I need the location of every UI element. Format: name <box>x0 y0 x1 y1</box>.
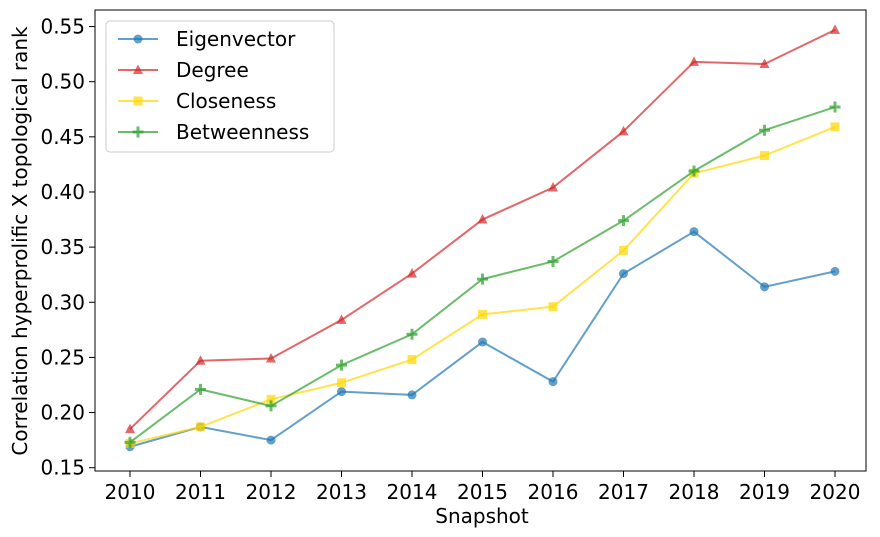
data-point-betweenness <box>195 383 206 395</box>
data-point-betweenness <box>618 215 629 227</box>
data-point-eigenvector <box>760 282 769 292</box>
data-point-closeness <box>407 355 417 365</box>
legend-marker-eigenvector <box>133 34 143 44</box>
series-closeness <box>125 122 840 448</box>
legend: Eigenvector Degree Closeness Betweenness <box>105 20 335 153</box>
y-tick-label: 0.30 <box>40 290 85 314</box>
x-tick-label: 2010 <box>105 480 156 504</box>
data-point-degree <box>689 56 699 66</box>
data-point-degree <box>266 353 276 363</box>
legend-label-degree: Degree <box>176 58 249 82</box>
x-tick-label: 2011 <box>175 480 226 504</box>
data-point-betweenness <box>336 359 347 371</box>
data-point-closeness <box>337 378 346 388</box>
data-point-closeness <box>760 151 769 161</box>
data-point-closeness <box>266 394 276 404</box>
x-tick-label: 2017 <box>598 480 649 504</box>
legend-label-betweenness: Betweenness <box>176 120 309 144</box>
data-point-eigenvector <box>689 227 699 237</box>
data-point-betweenness <box>547 255 559 267</box>
y-tick-label: 0.45 <box>40 125 85 149</box>
data-point-eigenvector <box>337 387 346 397</box>
legend-label-eigenvector: Eigenvector <box>176 27 296 51</box>
data-point-closeness <box>478 309 487 319</box>
x-tick-label: 2013 <box>316 480 367 504</box>
data-point-degree <box>759 58 770 69</box>
data-point-betweenness <box>406 328 418 340</box>
data-point-closeness <box>548 302 558 312</box>
data-point-degree <box>336 314 347 324</box>
x-tick-label: 2015 <box>457 480 508 504</box>
legend-entry-degree: Degree <box>118 58 249 82</box>
data-point-degree <box>125 423 135 434</box>
y-tick-label: 0.20 <box>40 401 85 425</box>
legend-marker-closeness <box>133 96 143 106</box>
data-point-eigenvector <box>548 377 558 387</box>
data-point-betweenness <box>759 124 770 136</box>
data-point-degree <box>477 214 488 224</box>
y-tick-label: 0.40 <box>40 180 85 204</box>
data-point-eigenvector <box>830 266 840 276</box>
data-point-degree <box>195 355 206 365</box>
x-tick-label: 2018 <box>669 480 720 504</box>
x-tick-label: 2019 <box>739 480 790 504</box>
plot-frame <box>94 9 867 472</box>
data-point-eigenvector <box>407 390 417 400</box>
axis-ticks: 2010 2011 2012 2013 2014 2015 2016 2017 2018 2019… <box>40 15 860 504</box>
series-eigenvector <box>125 227 840 452</box>
y-tick-label: 0.55 <box>40 15 85 39</box>
y-tick-label: 0.25 <box>40 345 85 369</box>
y-axis-label: Correlation hyperprolific X topological … <box>8 26 32 456</box>
series-degree <box>125 24 840 434</box>
series-betweenness <box>124 101 841 448</box>
data-point-eigenvector <box>478 337 487 347</box>
y-tick-label: 0.50 <box>40 70 85 94</box>
data-point-closeness <box>196 422 205 432</box>
x-tick-label: 2014 <box>387 480 438 504</box>
legend-entry-eigenvector: Eigenvector <box>118 27 296 51</box>
data-point-degree <box>618 125 629 136</box>
data-point-betweenness <box>124 436 136 448</box>
x-tick-label: 2020 <box>810 480 861 504</box>
data-point-degree <box>830 24 840 34</box>
y-tick-label: 0.35 <box>40 235 85 259</box>
data-point-eigenvector <box>619 269 628 279</box>
legend-entry-closeness: Closeness <box>118 89 276 113</box>
legend-box <box>105 20 335 153</box>
legend-marker-betweenness <box>132 126 144 138</box>
legend-label-closeness: Closeness <box>176 89 276 113</box>
y-tick-label: 0.15 <box>40 456 85 480</box>
legend-marker-degree <box>133 64 143 74</box>
plot-lines <box>124 24 841 452</box>
data-point-closeness <box>830 122 840 132</box>
legend-entry-betweenness: Betweenness <box>118 120 309 144</box>
data-point-degree <box>548 182 558 192</box>
x-axis-label: Snapshot <box>435 504 529 528</box>
x-tick-label: 2016 <box>528 480 579 504</box>
data-point-betweenness <box>829 101 841 113</box>
data-point-degree <box>407 268 417 278</box>
data-point-betweenness <box>265 400 277 412</box>
data-point-betweenness <box>477 273 488 285</box>
data-point-betweenness <box>688 165 700 177</box>
series-line-closeness <box>129 125 836 445</box>
data-point-eigenvector <box>266 435 276 445</box>
data-point-closeness <box>619 245 628 255</box>
x-tick-label: 2012 <box>246 480 297 504</box>
